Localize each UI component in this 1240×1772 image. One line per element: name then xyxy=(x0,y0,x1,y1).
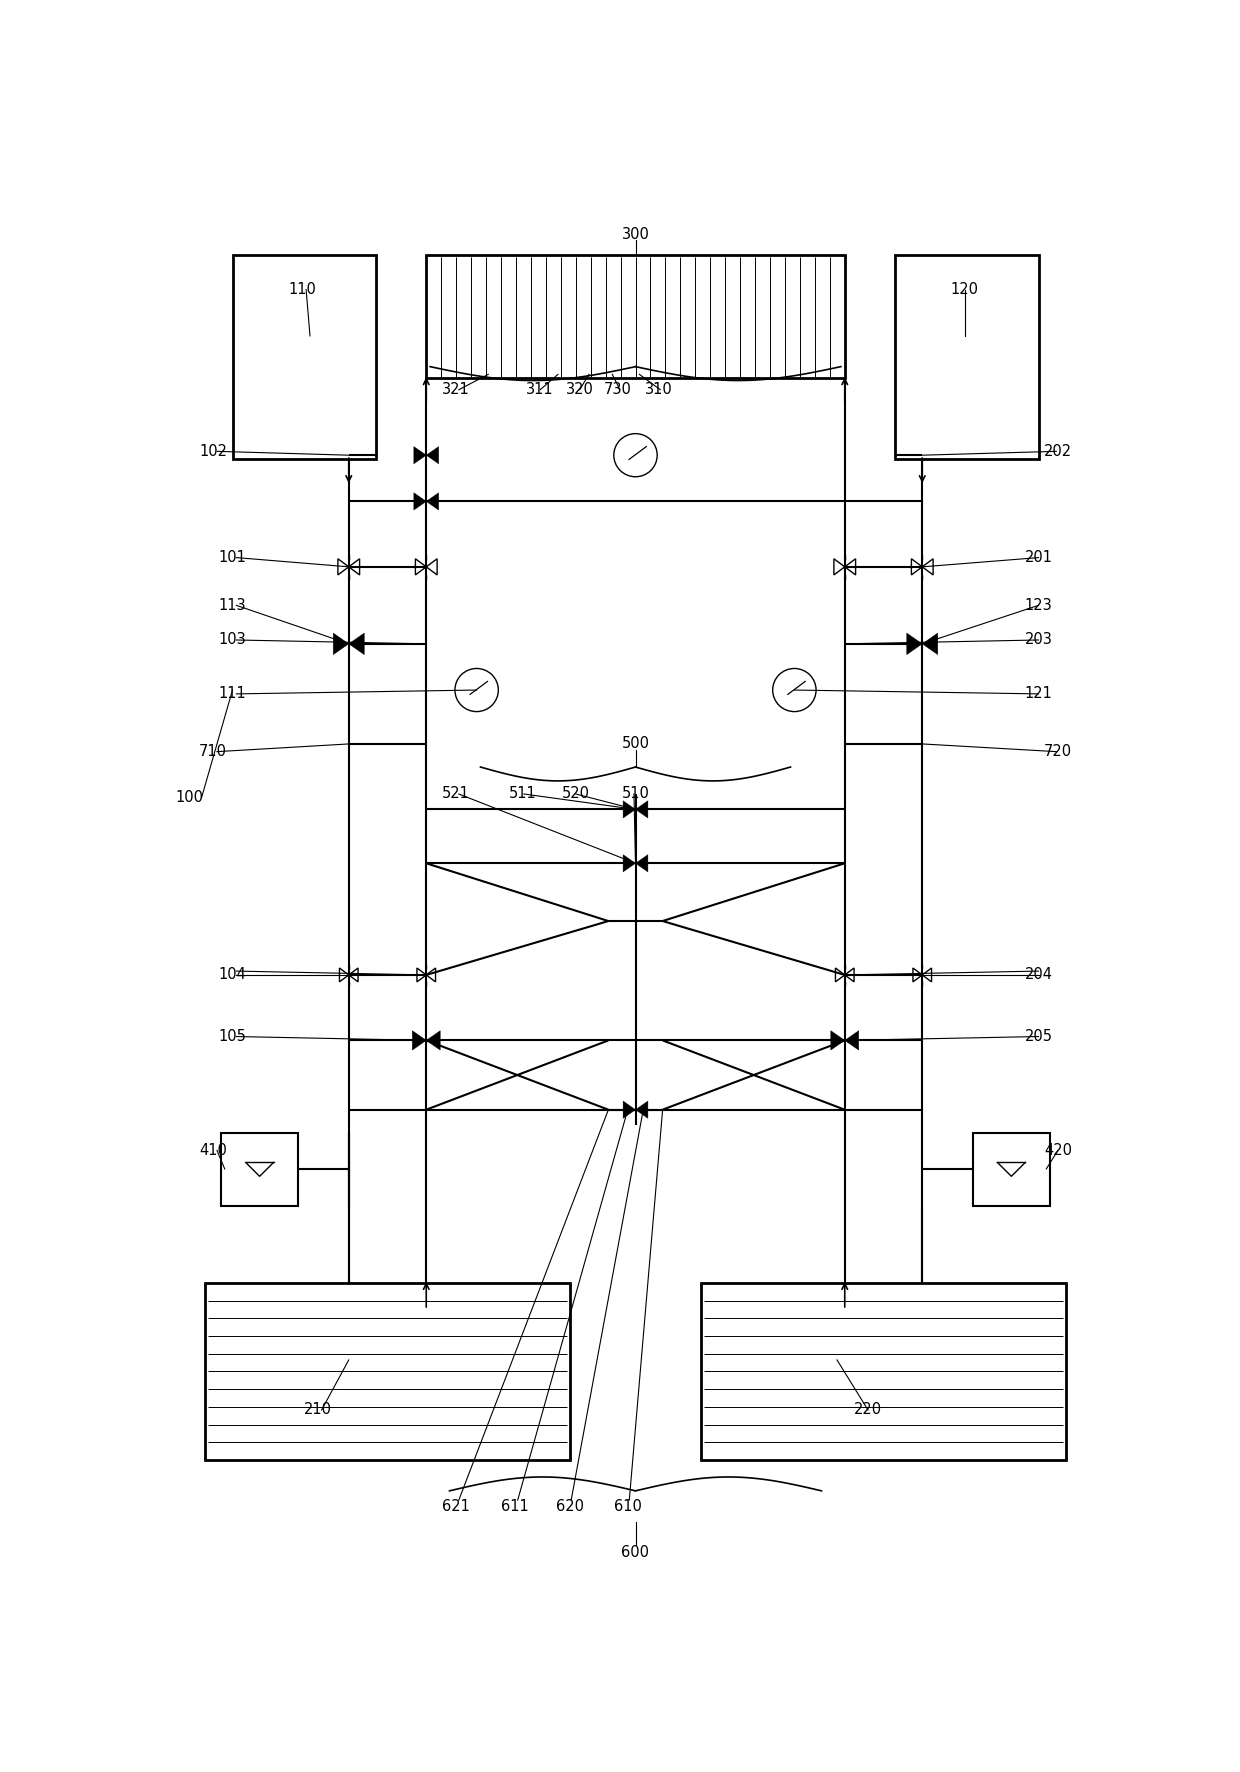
Text: 203: 203 xyxy=(1024,633,1053,647)
Text: 102: 102 xyxy=(200,443,227,459)
Text: 110: 110 xyxy=(289,282,316,298)
Text: 310: 310 xyxy=(645,383,672,397)
Text: 311: 311 xyxy=(526,383,554,397)
Text: 120: 120 xyxy=(951,282,978,298)
Polygon shape xyxy=(635,1100,649,1118)
Polygon shape xyxy=(624,854,635,872)
Polygon shape xyxy=(427,1031,440,1051)
Bar xyxy=(972,1132,1050,1207)
Text: 100: 100 xyxy=(176,790,203,804)
Polygon shape xyxy=(635,854,649,872)
Polygon shape xyxy=(427,447,439,464)
Text: 321: 321 xyxy=(441,383,470,397)
Polygon shape xyxy=(624,801,635,819)
Polygon shape xyxy=(923,633,937,654)
Polygon shape xyxy=(427,493,439,510)
Polygon shape xyxy=(334,633,348,654)
Text: 511: 511 xyxy=(508,787,536,801)
Text: 521: 521 xyxy=(441,787,470,801)
Text: 621: 621 xyxy=(441,1499,470,1513)
Bar xyxy=(427,255,844,377)
Text: 205: 205 xyxy=(1024,1030,1053,1044)
Text: 201: 201 xyxy=(1024,549,1053,565)
Bar xyxy=(702,1283,1065,1460)
Text: 410: 410 xyxy=(200,1143,227,1157)
Polygon shape xyxy=(844,1031,858,1051)
Text: 610: 610 xyxy=(614,1499,641,1513)
Text: 123: 123 xyxy=(1024,597,1053,613)
Polygon shape xyxy=(414,447,427,464)
Bar xyxy=(895,255,1039,459)
Text: 500: 500 xyxy=(621,737,650,751)
Text: 105: 105 xyxy=(218,1030,247,1044)
Bar xyxy=(206,1283,569,1460)
Text: 210: 210 xyxy=(304,1402,332,1418)
Text: 600: 600 xyxy=(621,1545,650,1559)
Polygon shape xyxy=(348,633,365,654)
Text: 121: 121 xyxy=(1024,686,1053,702)
Polygon shape xyxy=(906,633,923,654)
Text: 204: 204 xyxy=(1024,968,1053,982)
Text: 611: 611 xyxy=(501,1499,529,1513)
Text: 420: 420 xyxy=(1044,1143,1071,1157)
Text: 103: 103 xyxy=(218,633,247,647)
Polygon shape xyxy=(412,1031,427,1051)
Polygon shape xyxy=(831,1031,844,1051)
Text: 101: 101 xyxy=(218,549,247,565)
Text: 510: 510 xyxy=(621,787,650,801)
Text: 730: 730 xyxy=(604,383,631,397)
Text: 220: 220 xyxy=(854,1402,882,1418)
Text: 620: 620 xyxy=(556,1499,584,1513)
Polygon shape xyxy=(635,801,649,819)
Text: 710: 710 xyxy=(200,744,227,758)
Polygon shape xyxy=(414,493,427,510)
Text: 104: 104 xyxy=(218,968,247,982)
Text: 113: 113 xyxy=(218,597,247,613)
Text: 320: 320 xyxy=(565,383,594,397)
Polygon shape xyxy=(624,1100,635,1118)
Text: 520: 520 xyxy=(562,787,590,801)
Bar xyxy=(233,255,376,459)
Text: 202: 202 xyxy=(1044,443,1071,459)
Text: 111: 111 xyxy=(218,686,247,702)
Text: 720: 720 xyxy=(1044,744,1071,758)
Text: 300: 300 xyxy=(621,227,650,241)
Bar xyxy=(221,1132,299,1207)
